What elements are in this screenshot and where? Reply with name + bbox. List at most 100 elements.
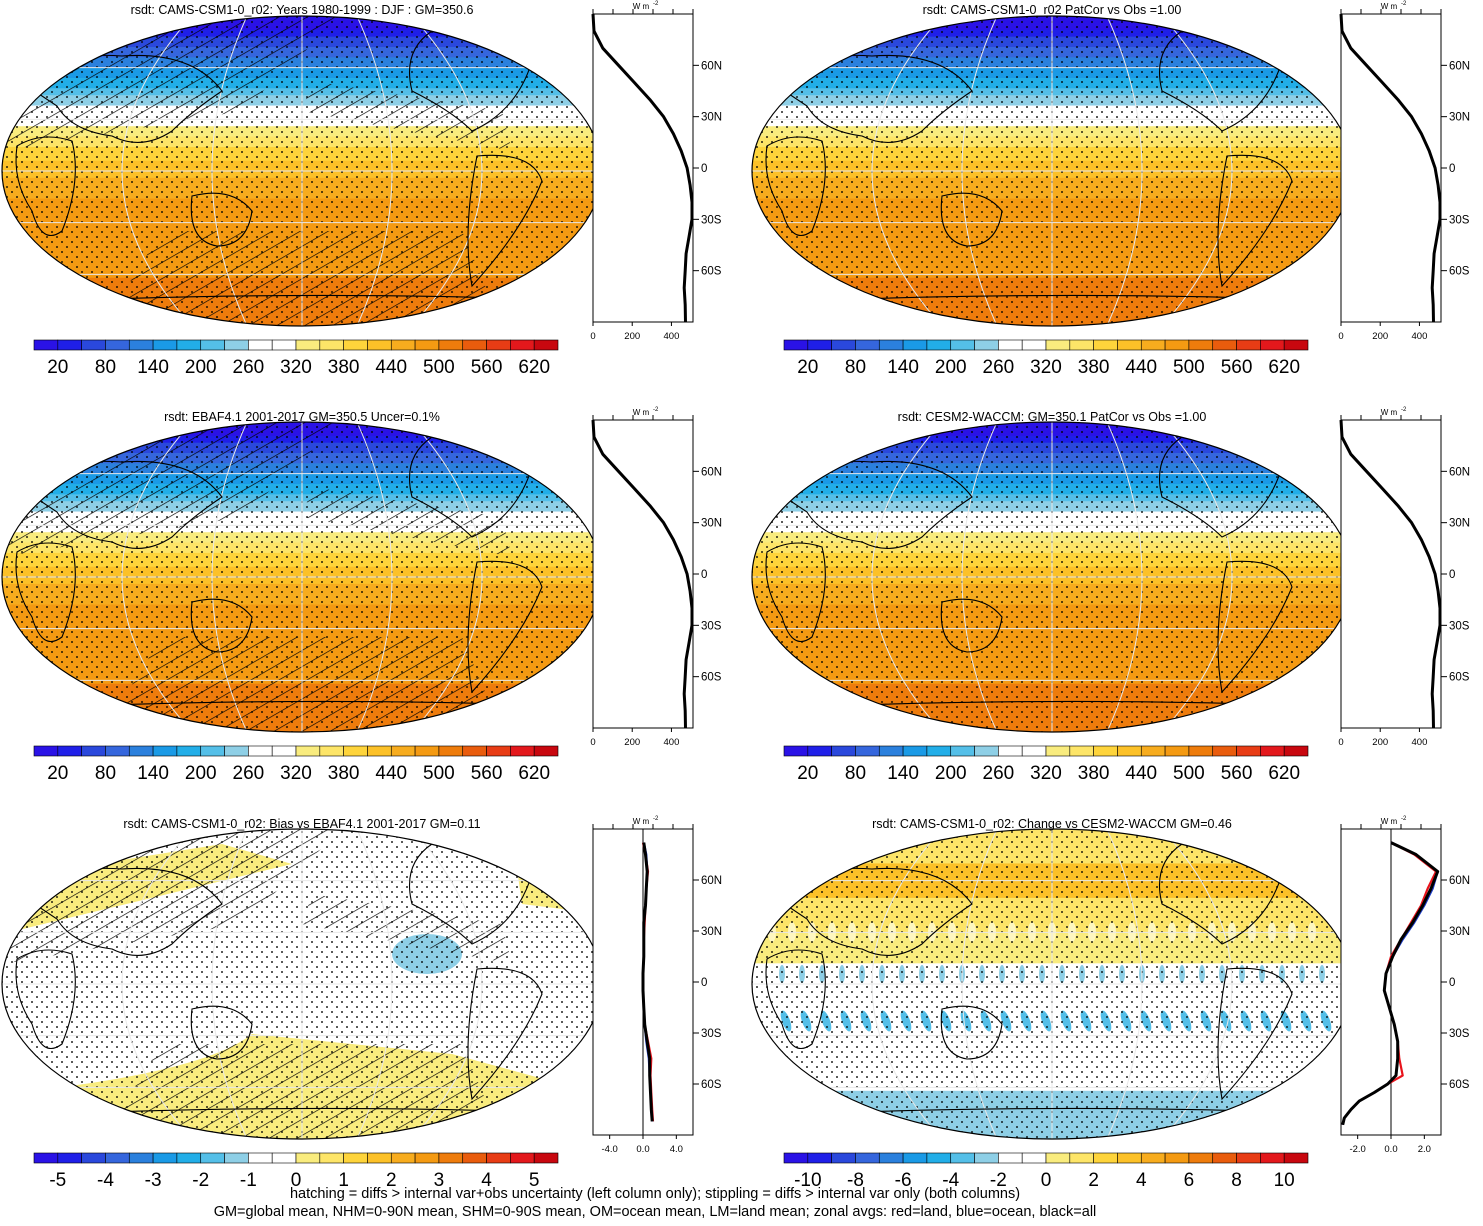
colorbar-swatch: [486, 745, 511, 757]
zonal-profile-3: W m -2 60N 30N 0 30S 60S 0 200 400: [590, 407, 722, 748]
colorbar-swatch: [1140, 745, 1166, 757]
colorbar-tick-label: 440: [375, 763, 407, 784]
graticule-lon: [211, 829, 248, 1139]
continent-outline-2: [765, 136, 826, 236]
colorbar-swatch: [1212, 1152, 1237, 1164]
profile-ytick-label: 60S: [701, 266, 722, 278]
profile-units: W m: [633, 408, 650, 417]
colorbar-swatch: [533, 339, 559, 351]
colorbar-tick-label: -2: [192, 1170, 209, 1191]
colorbar-swatch: [1069, 1152, 1094, 1164]
graticule-lon: [1161, 829, 1233, 1139]
profile-series-all: [1341, 841, 1440, 1126]
colorbar-tick-label: 320: [280, 763, 312, 784]
profile-units: W m: [1381, 408, 1398, 417]
colorbar-swatch: [1236, 745, 1261, 757]
panel-title-2: rsdt: CAMS-CSM1-0_r02 PatCor vs Obs =1.0…: [923, 3, 1182, 17]
colorbar-tick-label: 380: [328, 763, 360, 784]
profile-xtick-label: -2.0: [1349, 1144, 1365, 1155]
profile-ytick-label: 60N: [1449, 60, 1470, 72]
colorbar-swatch: [295, 339, 321, 351]
graticule-lon: [1106, 829, 1143, 1139]
panel-title-3: rsdt: EBAF4.1 2001-2017 GM=350.5 Uncer=0…: [164, 410, 440, 424]
continent-outline-2: [15, 542, 76, 642]
colorbar-swatch: [974, 339, 999, 351]
colorbar-swatch: [1236, 339, 1261, 351]
colorbar-tick-label: 320: [280, 357, 312, 378]
profile-ytick-label: 60S: [1449, 266, 1470, 278]
colorbar-swatch: [831, 745, 856, 757]
colorbar-swatch: [390, 1152, 416, 1164]
profile-units: W m: [633, 2, 650, 11]
colorbar-tick-label: 500: [423, 763, 455, 784]
colorbar-tick-label: 80: [845, 357, 866, 378]
profile-xtick-label: 0: [590, 737, 595, 748]
colorbar-swatch: [105, 339, 130, 351]
profile-ytick-label: 60S: [701, 1079, 722, 1091]
colorbar-tick-label: 0: [1041, 1170, 1052, 1191]
colorbar-2: 20 80 140 200 260 320 380 440 500 560 620: [783, 339, 1309, 378]
zonal-profile-1: W m -2 60N 30N 0 30S 60S 0 200 400: [590, 1, 722, 342]
colorbar-swatch: [200, 339, 225, 351]
colorbar-swatch: [902, 1152, 928, 1164]
colorbar-tick-label: 380: [1078, 357, 1110, 378]
profile-ytick-label: 30S: [1449, 620, 1470, 632]
colorbar-tick-label: 200: [185, 763, 217, 784]
colorbar-swatch: [1140, 1152, 1166, 1164]
colorbar-tick-label: 620: [1268, 357, 1300, 378]
profile-xtick-label: 400: [664, 331, 680, 342]
colorbar-swatch: [902, 339, 928, 351]
colorbar-tick-label: 200: [185, 357, 217, 378]
colorbar-swatch: [1069, 745, 1094, 757]
profile-xtick-label: 2.0: [1418, 1144, 1431, 1155]
map-panel-3: [1, 421, 603, 733]
colorbar-swatch: [128, 339, 154, 351]
continent-outline-2: [15, 136, 76, 236]
profile-ytick-label: 30N: [1449, 926, 1470, 938]
profile-ytick-label: 0: [701, 163, 707, 175]
colorbar-swatch: [998, 1152, 1023, 1164]
colorbar-swatch: [343, 1152, 368, 1164]
colorbar-tick-label: 80: [95, 357, 116, 378]
panel-title-6: rsdt: CAMS-CSM1-0_r02: Change vs CESM2-W…: [872, 817, 1232, 831]
profile-series-all: [1339, 13, 1442, 323]
colorbar-swatch: [510, 745, 535, 757]
map-body-3: [2, 422, 602, 732]
colorbar-swatch: [950, 745, 975, 757]
colorbar-tick-label: 320: [1030, 763, 1062, 784]
colorbar-swatch: [1212, 745, 1237, 757]
colorbar-swatch: [878, 1152, 904, 1164]
colorbar-tick-label: 560: [471, 357, 503, 378]
profile-xtick-label: 0: [1338, 331, 1343, 342]
graticule-lon: [356, 422, 393, 732]
continent-outline-3: [940, 192, 1003, 247]
colorbar-swatch: [1117, 1152, 1142, 1164]
continent-outline-2: [765, 542, 826, 642]
profile-ytick-label: 60N: [1449, 875, 1470, 887]
colorbar-swatch: [807, 1152, 832, 1164]
colorbar-tick-label: 260: [233, 357, 265, 378]
colorbar-tick-label: -4: [942, 1170, 959, 1191]
colorbar-tick-label: 440: [1125, 357, 1157, 378]
colorbar-swatch: [1260, 745, 1285, 757]
profile-xtick-label: -4.0: [601, 1144, 617, 1155]
colorbar-swatch: [1188, 745, 1214, 757]
profile-frame: [592, 13, 694, 323]
colorbar-tick-label: 20: [47, 763, 68, 784]
colorbar-swatch: [176, 1152, 202, 1164]
colorbar-swatch: [390, 339, 416, 351]
colorbar-swatch: [295, 745, 321, 757]
profile-xtick-label: 0.0: [636, 1144, 649, 1155]
profile-units-exp: -2: [1401, 816, 1407, 822]
profile-ytick-label: 30S: [701, 1028, 722, 1040]
colorbar-swatch: [438, 1152, 464, 1164]
colorbar-swatch: [1093, 1152, 1118, 1164]
colorbar-swatch: [319, 339, 344, 351]
colorbar-swatch: [1188, 1152, 1214, 1164]
colorbar-swatch: [878, 745, 904, 757]
colorbar-6: -10 -8 -6 -4 -2 0 2 4 6 8 10: [783, 1152, 1309, 1191]
colorbar-swatch: [248, 1152, 273, 1164]
colorbar-swatch: [152, 339, 178, 351]
graticule-lon: [411, 422, 483, 732]
colorbar-tick-label: -5: [49, 1170, 66, 1191]
